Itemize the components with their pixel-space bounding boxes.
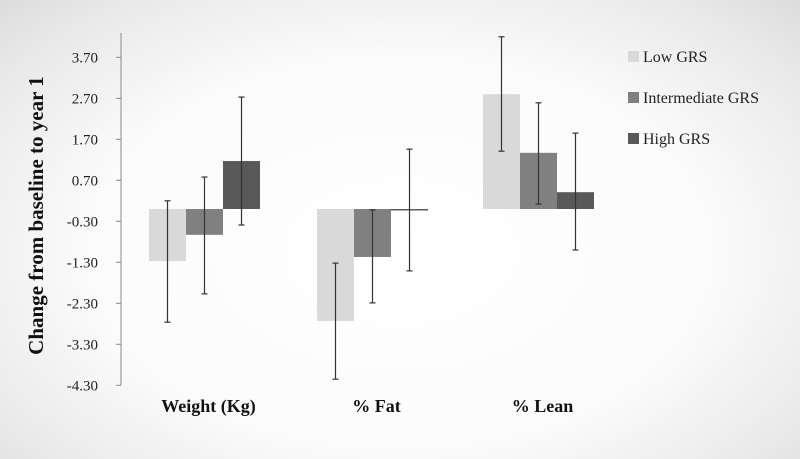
y-axis: 3.70 2.70 1.70 0.70 -0.30 -1.30 -2.30 -3.30 -4.3…	[67, 33, 122, 394]
y-tick-label: -3.30	[67, 337, 98, 353]
y-tick-label: -4.30	[67, 378, 98, 394]
y-tick-label: 0.70	[72, 173, 98, 189]
legend-item: Low GRS	[628, 49, 707, 66]
legend: Low GRS Intermediate GRS High GRS	[628, 49, 759, 148]
y-tick-label: -2.30	[67, 296, 98, 312]
legend-swatch	[628, 51, 639, 62]
error-bar	[535, 102, 542, 205]
y-axis-title: Change from baseline to year 1	[23, 75, 48, 355]
x-category-label: Weight (Kg)	[161, 396, 256, 417]
error-bar	[369, 209, 376, 304]
legend-label: High GRS	[643, 131, 710, 148]
x-category-label: % Lean	[512, 396, 574, 416]
error-bar	[238, 96, 245, 226]
x-category-label: % Fat	[352, 396, 401, 416]
bars-layer	[149, 94, 594, 321]
y-tick-label: 2.70	[72, 91, 98, 107]
error-bar	[201, 176, 208, 295]
legend-item: Intermediate GRS	[628, 90, 759, 107]
x-axis-labels: Weight (Kg) % Fat % Lean	[161, 396, 573, 417]
error-bar	[572, 132, 579, 251]
error-bar	[332, 262, 339, 380]
error-bars-layer	[164, 36, 579, 380]
legend-label: Intermediate GRS	[643, 90, 759, 107]
error-bar	[498, 36, 505, 152]
legend-label: Low GRS	[643, 49, 707, 66]
y-tick-label: 1.70	[72, 132, 98, 148]
error-bar	[406, 148, 413, 272]
legend-item: High GRS	[628, 131, 710, 148]
y-tick-label: -1.30	[67, 255, 98, 271]
y-tick-label: 3.70	[72, 50, 98, 66]
legend-swatch	[628, 133, 639, 144]
legend-swatch	[628, 92, 639, 103]
error-bar	[164, 200, 171, 323]
y-axis-title-container: Change from baseline to year 1	[18, 40, 54, 390]
y-tick-label: -0.30	[67, 214, 98, 230]
